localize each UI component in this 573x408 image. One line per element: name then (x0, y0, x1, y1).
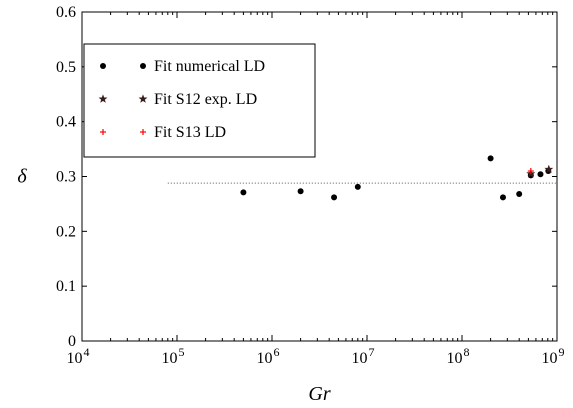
data-point-dot (297, 188, 304, 195)
legend-label: Fit S13 LD (154, 124, 226, 141)
x-tick-label-exponent: 8 (464, 345, 470, 359)
legend-marker-dot (140, 63, 146, 69)
x-tick-label: 108 (447, 345, 470, 367)
series-3 (527, 168, 534, 175)
legend-marker-plus (140, 129, 146, 135)
y-tick-label: 0 (68, 333, 76, 350)
x-tick-label-exponent: 6 (274, 345, 280, 359)
data-point-dot (516, 191, 523, 198)
legend-label: Fit numerical LD (154, 58, 265, 75)
data-layer (240, 155, 554, 201)
legend-label: Fit S12 exp. LD (154, 91, 257, 108)
legend: Fit numerical LD Fit S12 exp. LD Fit S13 L… (83, 43, 316, 158)
legend-marker-star (98, 94, 108, 103)
legend-marker-plus (100, 129, 106, 135)
data-point-dot (240, 189, 247, 196)
legend-marker-star (138, 94, 148, 103)
data-point-dot (331, 194, 338, 201)
data-point-dot (537, 171, 544, 178)
x-tick-label-exponent: 7 (369, 345, 375, 359)
y-tick-label: 0.3 (56, 169, 76, 186)
x-tick-label: 105 (162, 345, 185, 367)
data-point-dot (487, 155, 494, 162)
data-point-dot (499, 194, 506, 201)
data-point-plus (527, 168, 534, 175)
y-tick-label: 0.6 (56, 4, 76, 21)
x-tick-label-exponent: 5 (179, 345, 185, 359)
legend-box (83, 43, 316, 158)
x-tick-label: 107 (352, 345, 375, 367)
x-tick-label: 109 (542, 345, 565, 367)
x-axis-label: Gr (308, 383, 330, 405)
data-point-star (544, 164, 554, 174)
y-tick-label: 0.2 (56, 223, 76, 240)
series-1 (240, 155, 552, 201)
legend-marker-dot (100, 63, 106, 69)
y-axis-label: δ (17, 166, 27, 188)
y-tick-label: 0.4 (56, 114, 76, 131)
y-tick-label: 0.1 (56, 278, 76, 295)
x-tick-label-exponent: 9 (559, 345, 565, 359)
x-tick-label: 106 (257, 345, 280, 367)
x-tick-label-exponent: 4 (84, 345, 90, 359)
data-point-dot (354, 183, 361, 190)
y-tick-label: 0.5 (56, 59, 76, 76)
